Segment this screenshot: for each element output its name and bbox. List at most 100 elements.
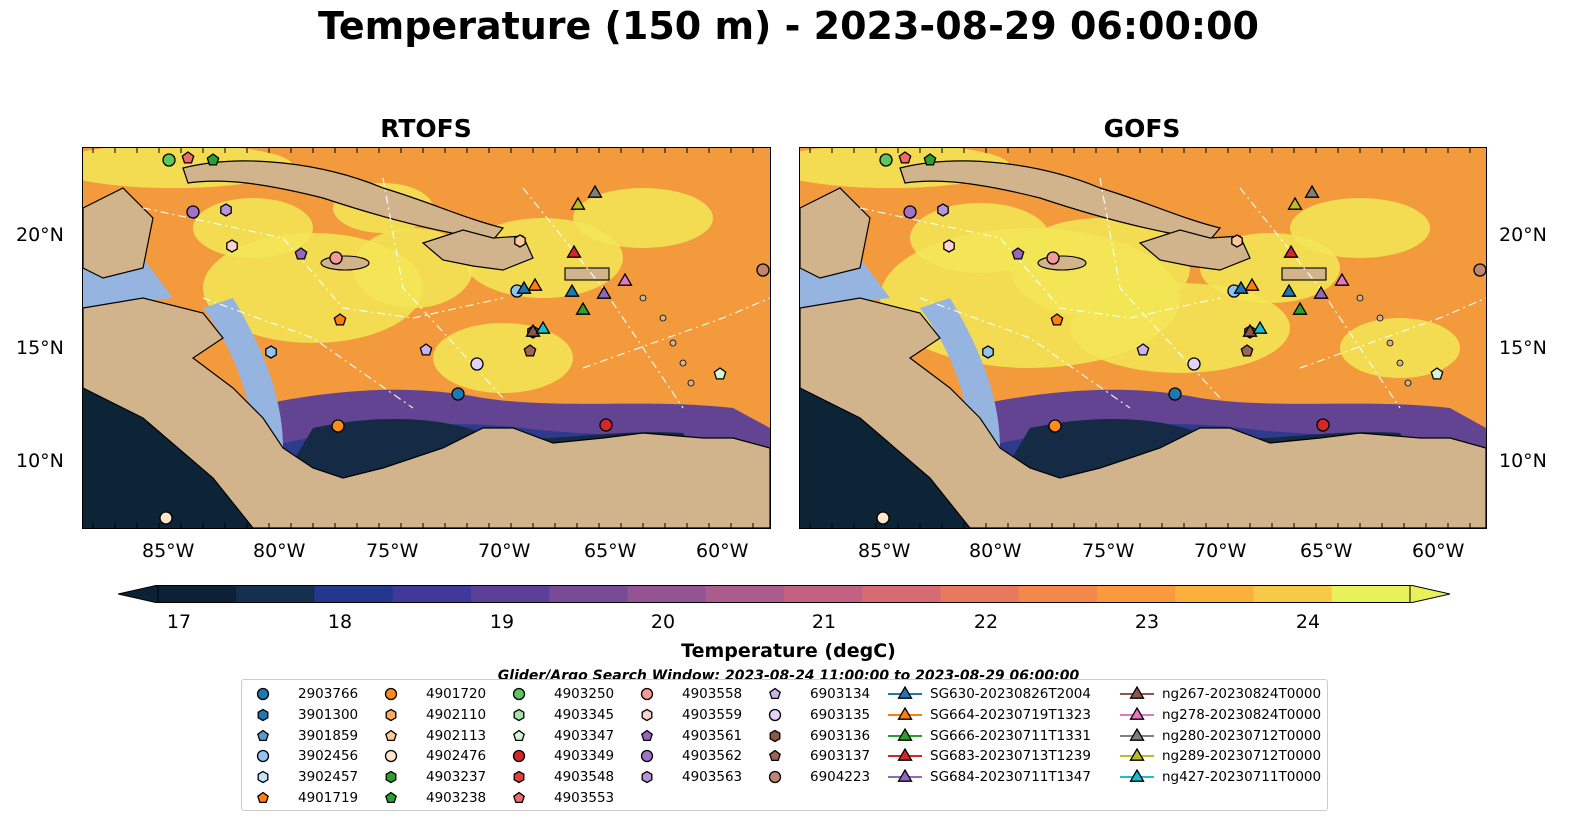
legend-entry-label: ng278-20230824T0000 xyxy=(1162,706,1322,723)
legend-entry: ng280-20230712T0000 xyxy=(1118,726,1338,746)
glider-marker xyxy=(1292,301,1308,315)
glider-marker xyxy=(1304,184,1320,198)
legend-entry-label: 6903135 xyxy=(810,706,871,723)
legend-float-icon xyxy=(512,750,526,763)
legend-entry-label: 3901859 xyxy=(298,727,359,744)
lon-label-75w-gofs: 75°W xyxy=(1082,540,1135,562)
legend-float-icon xyxy=(768,708,782,721)
glider-marker xyxy=(564,283,580,297)
legend-glider-icon xyxy=(888,685,922,699)
legend-entry: 4903548 xyxy=(510,767,630,787)
legend-entry: 4903558 xyxy=(638,684,758,704)
legend-entry: 3902456 xyxy=(254,746,374,766)
legend-glider-icon xyxy=(1120,748,1154,762)
legend-entry-label: SG630-20230826T2004 xyxy=(930,686,1091,702)
gofs-map xyxy=(799,147,1487,529)
legend-float-icon xyxy=(513,791,525,804)
argo-float-marker xyxy=(923,153,937,166)
colorbar-tick-21: 21 xyxy=(811,611,837,633)
legend-entry-label: 6903136 xyxy=(810,727,871,744)
legend-entry-label: ng289-20230712T0000 xyxy=(1162,748,1322,765)
lon-label-60w-gofs: 60°W xyxy=(1412,540,1465,562)
argo-float-marker xyxy=(1136,343,1150,356)
legend-glider-icon xyxy=(888,748,922,762)
legend-entry-label: 4903237 xyxy=(426,769,487,786)
argo-float-marker xyxy=(265,345,277,359)
lon-label-75w-rtofs: 75°W xyxy=(366,540,419,562)
legend-entry: 6903134 xyxy=(766,684,886,704)
legend-entry-label: 3902456 xyxy=(298,748,359,765)
legend-entry: 4903553 xyxy=(510,788,630,808)
lon-label-85w-gofs: 85°W xyxy=(858,540,911,562)
argo-float-marker xyxy=(1316,418,1330,432)
glider-marker xyxy=(596,285,612,299)
legend-float-icon xyxy=(256,687,270,701)
gofs-panel-title: GOFS xyxy=(1103,114,1181,143)
glider-marker xyxy=(587,184,603,198)
argo-float-marker xyxy=(451,387,465,401)
argo-float-marker xyxy=(220,203,232,217)
legend-entry-label: 4901720 xyxy=(426,686,487,702)
glider-marker xyxy=(570,196,586,210)
colorbar-tick-22: 22 xyxy=(973,611,999,633)
legend-entry-label: 4903558 xyxy=(682,686,743,702)
argo-float-marker xyxy=(226,239,238,253)
colorbar-tick-24: 24 xyxy=(1295,611,1321,633)
legend-float-icon xyxy=(384,750,398,763)
legend-entry-label: 6904223 xyxy=(810,769,871,786)
colorbar-bin xyxy=(236,585,315,603)
lat-label-20n-right: 20°N xyxy=(1499,224,1547,246)
legend-entry: 2903766 xyxy=(254,684,374,704)
legend-entry: 4903347 xyxy=(510,726,630,746)
colorbar-bin xyxy=(392,585,472,603)
lat-label-15n-left: 15°N xyxy=(16,337,64,359)
argo-float-marker xyxy=(419,343,433,356)
argo-float-marker xyxy=(1430,367,1444,380)
argo-float-marker xyxy=(937,203,949,217)
glider-marker xyxy=(1334,272,1350,286)
search-window-caption: Glider/Argo Search Window: 2023-08-24 11… xyxy=(497,668,1080,680)
lon-label-60w-rtofs: 60°W xyxy=(696,540,749,562)
argo-float-marker xyxy=(162,153,176,167)
legend-entry: SG683-20230713T1239 xyxy=(886,746,1106,766)
lat-label-20n-left: 20°N xyxy=(16,224,64,246)
legend-entry: 4903250 xyxy=(510,684,630,704)
argo-float-marker xyxy=(876,511,890,525)
argo-float-marker xyxy=(331,419,345,433)
legend-glider-icon xyxy=(888,768,922,783)
legend-glider-icon xyxy=(1120,768,1154,783)
legend-float-icon xyxy=(385,729,397,741)
argo-float-marker xyxy=(1240,344,1254,357)
legend-entry: 4903238 xyxy=(382,788,502,808)
legend-entry-label: 4903250 xyxy=(554,686,615,702)
colorbar-bin xyxy=(158,585,237,603)
argo-float-marker xyxy=(1046,251,1060,265)
colorbar-bin xyxy=(627,585,707,603)
legend-entry-label: 4903349 xyxy=(554,748,615,765)
legend-float-icon xyxy=(513,770,525,784)
lon-label-80w-gofs: 80°W xyxy=(969,540,1022,562)
gofs-map-canvas xyxy=(800,148,1486,528)
legend-float-icon xyxy=(769,687,781,700)
glider-marker xyxy=(535,320,551,334)
colorbar-bin xyxy=(1018,585,1098,603)
argo-float-marker xyxy=(713,367,727,380)
colorbar-bin xyxy=(549,585,628,603)
legend-float-icon xyxy=(640,750,654,763)
argo-float-marker xyxy=(159,511,173,525)
legend-entry-label: ng267-20230824T0000 xyxy=(1162,686,1322,702)
colorbar-bin xyxy=(1097,585,1176,603)
lon-label-65w-rtofs: 65°W xyxy=(584,540,637,562)
lon-label-70w-gofs: 70°W xyxy=(1194,540,1247,562)
legend-entry-label: 6903134 xyxy=(810,686,871,702)
legend-float-icon xyxy=(641,729,653,741)
legend-entry: SG664-20230719T1323 xyxy=(886,705,1106,725)
argo-float-marker xyxy=(206,153,220,166)
legend-entry: ng267-20230824T0000 xyxy=(1118,684,1338,704)
figure-title: Temperature (150 m) - 2023-08-29 06:00:0… xyxy=(317,4,1259,48)
glider-marker xyxy=(1244,277,1260,291)
argo-float-marker xyxy=(181,151,195,164)
legend-float-icon xyxy=(641,708,653,722)
argo-float-marker xyxy=(982,345,994,359)
legend-float-icon xyxy=(384,687,398,701)
